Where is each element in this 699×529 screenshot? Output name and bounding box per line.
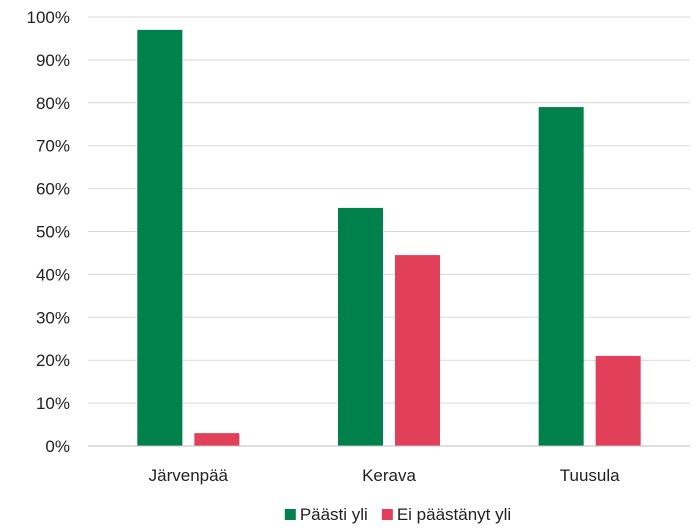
y-axis: 0% 10% 20% 30% 40% 50% 60% 70% 80% 90% 100% bbox=[27, 8, 70, 456]
bar-paasti-yli-0 bbox=[137, 29, 183, 447]
legend-swatch bbox=[284, 509, 296, 520]
y-tick-label: 80% bbox=[36, 94, 70, 113]
bar-ei-paastanyt-yli-1 bbox=[395, 255, 440, 446]
y-tick-label: 90% bbox=[36, 51, 70, 70]
bars bbox=[137, 29, 641, 447]
y-tick-label: 50% bbox=[36, 223, 70, 242]
y-tick-label: 10% bbox=[36, 394, 70, 413]
legend-swatch bbox=[381, 509, 393, 520]
y-tick-label: 70% bbox=[36, 137, 70, 156]
y-tick-label: 60% bbox=[36, 180, 70, 199]
x-category-label: Järvenpää bbox=[149, 466, 229, 485]
bar-paasti-yli-1 bbox=[338, 207, 383, 446]
y-tick-label: 30% bbox=[36, 308, 70, 327]
legend-label: Päästi yli bbox=[300, 505, 368, 524]
bar-ei-paastanyt-yli-2 bbox=[595, 355, 641, 446]
x-category-label: Tuusula bbox=[560, 466, 620, 485]
y-tick-label: 20% bbox=[36, 351, 70, 370]
x-axis: Järvenpää Kerava Tuusula bbox=[88, 445, 690, 485]
y-tick-label: 40% bbox=[36, 265, 70, 284]
y-tick-label: 0% bbox=[45, 437, 70, 456]
legend-label: Ei päästänyt yli bbox=[397, 505, 511, 524]
grid bbox=[88, 16, 690, 404]
bar-paasti-yli-2 bbox=[538, 107, 584, 446]
y-tick-label: 100% bbox=[27, 8, 70, 27]
legend: Päästi yli Ei päästänyt yli bbox=[284, 505, 511, 524]
bar-ei-paastanyt-yli-0 bbox=[194, 433, 240, 446]
x-category-label: Kerava bbox=[362, 466, 416, 485]
